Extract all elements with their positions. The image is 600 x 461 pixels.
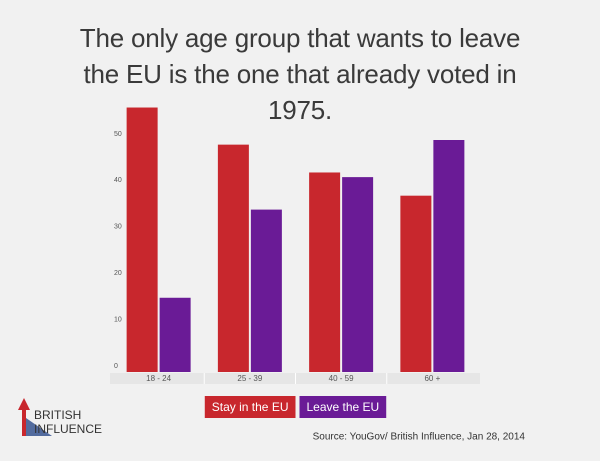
x-tick-label: 60 + <box>424 374 440 383</box>
bar <box>250 209 282 372</box>
logo: BRITISH INFLUENCE <box>18 398 102 436</box>
x-tick-label: 40 - 59 <box>329 374 354 383</box>
y-tick-label: 10 <box>114 316 122 323</box>
legend-label: Stay in the EU <box>212 400 289 414</box>
x-tick-label: 25 - 39 <box>237 374 262 383</box>
source: Source: YouGov/ British Influence, Jan 2… <box>313 432 526 443</box>
y-tick-label: 50 <box>114 131 122 138</box>
bar <box>309 172 341 372</box>
bar <box>217 144 249 372</box>
y-tick-label: 40 <box>114 177 122 184</box>
y-tick-label: 30 <box>114 224 122 231</box>
bar <box>342 177 374 372</box>
legend-swatch <box>204 396 296 418</box>
legend-label: Leave the EU <box>307 400 380 414</box>
bar <box>400 195 432 372</box>
logo-mark <box>22 402 26 436</box>
chart-title: The only age group that wants to leave t… <box>79 23 521 125</box>
y-tick-label: 0 <box>114 363 118 370</box>
logo-mark <box>18 398 30 410</box>
bar <box>126 107 158 373</box>
legend-swatch <box>299 396 387 418</box>
logo-mark <box>26 418 52 436</box>
logo-text: INFLUENCE <box>34 422 102 436</box>
x-tick-label: 18 - 24 <box>146 374 171 383</box>
logo-text: BRITISH <box>34 408 81 422</box>
bar <box>433 140 465 372</box>
y-tick-label: 20 <box>114 270 122 277</box>
bar <box>159 297 191 372</box>
